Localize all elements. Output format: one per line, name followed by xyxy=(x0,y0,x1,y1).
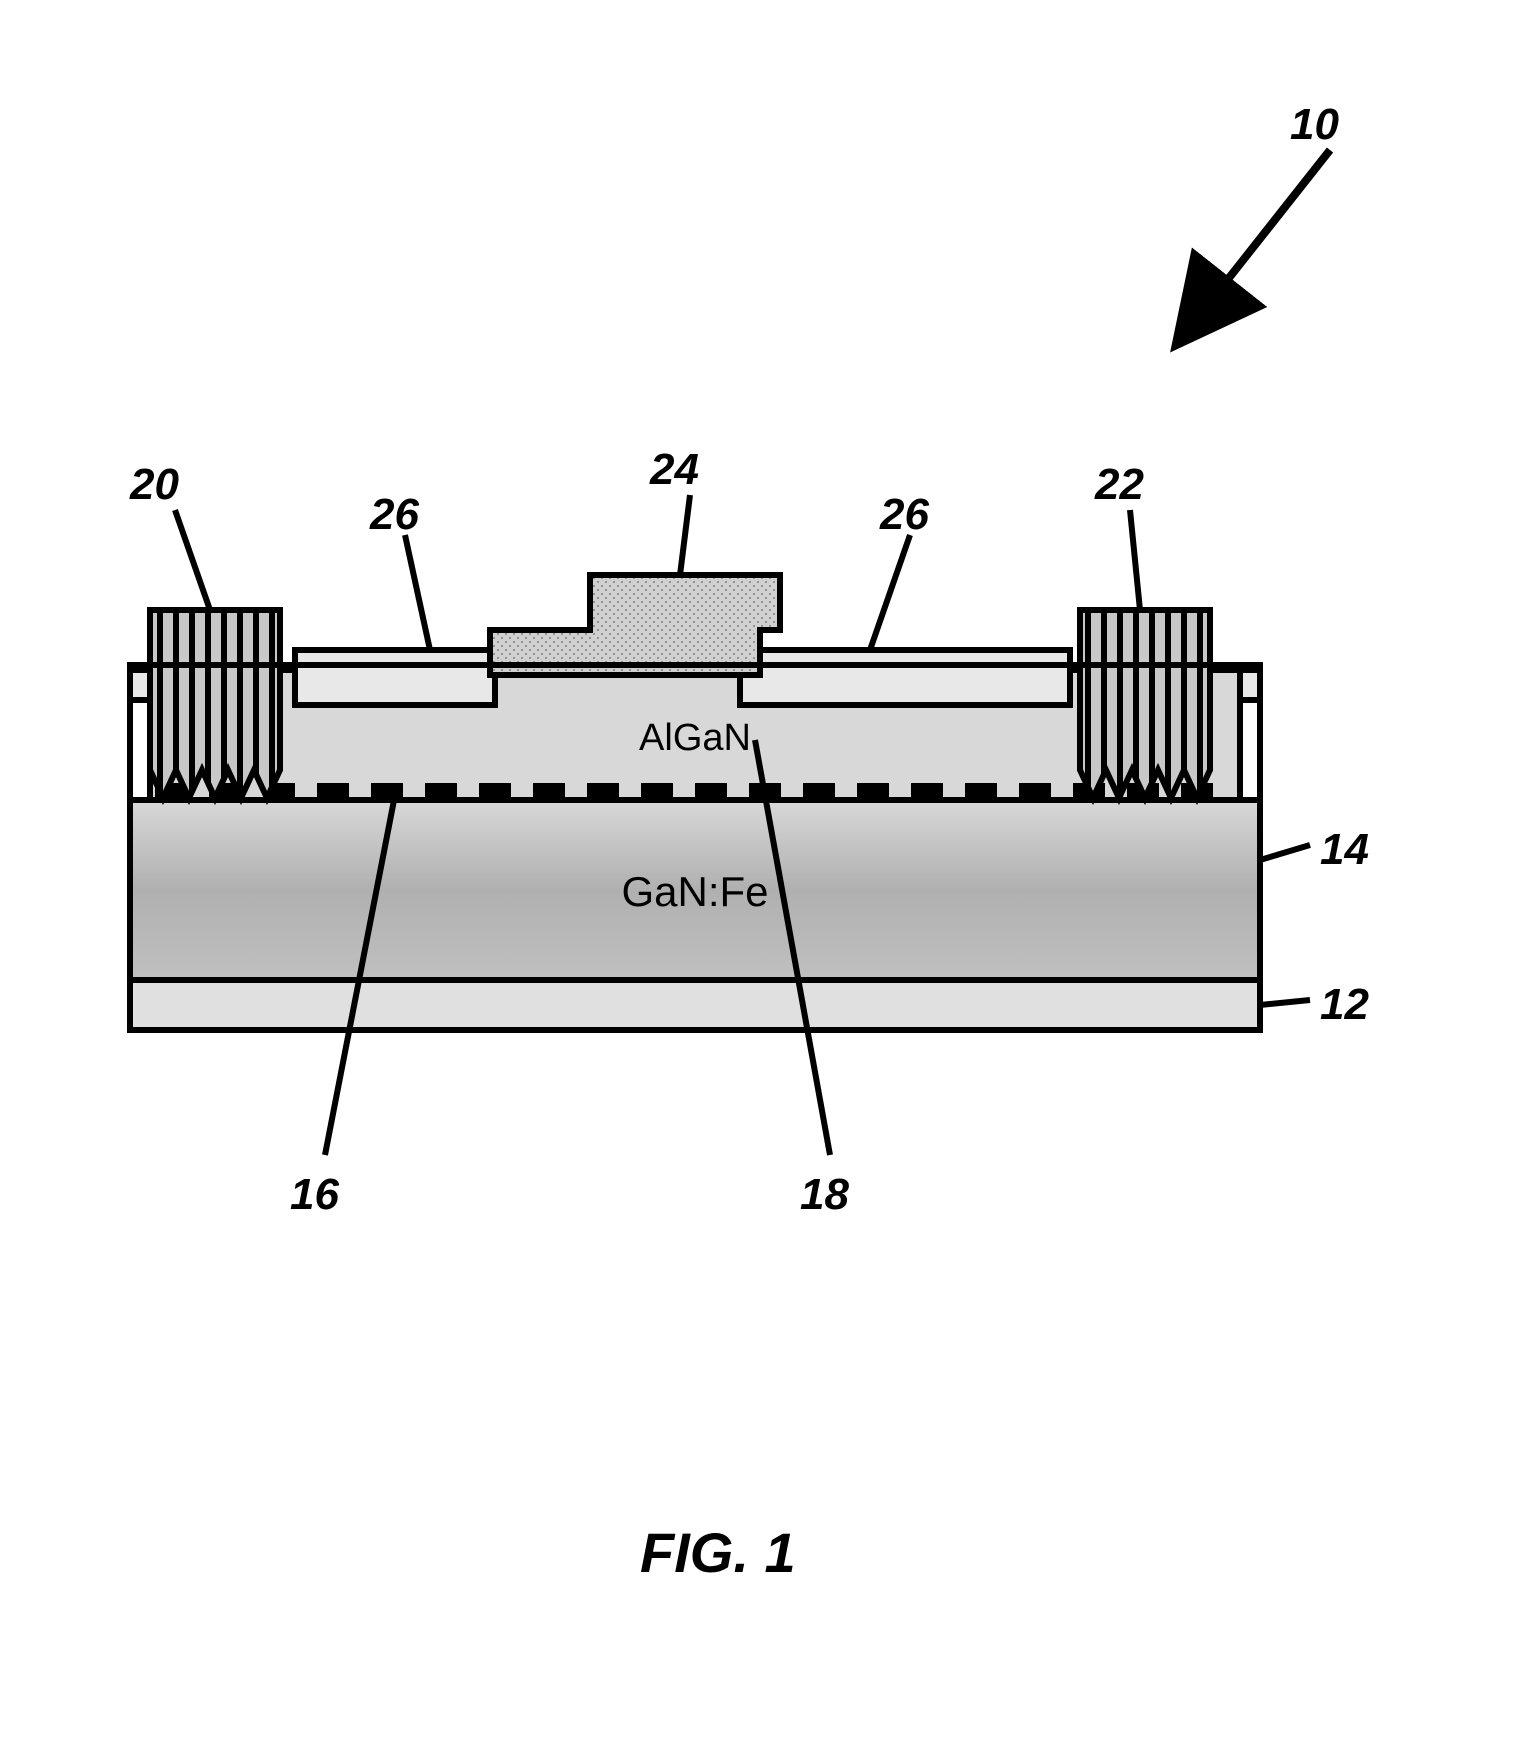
svg-text:AlGaN: AlGaN xyxy=(639,717,751,759)
ref-label-12: 12 xyxy=(1320,980,1369,1030)
figure-title: FIG. 1 xyxy=(640,1520,796,1585)
svg-text:GaN:Fe: GaN:Fe xyxy=(621,868,768,915)
ref-label-16: 16 xyxy=(290,1170,339,1220)
ref-label-24: 24 xyxy=(650,445,699,495)
ref-label-18: 18 xyxy=(800,1170,849,1220)
ref-label-22: 22 xyxy=(1095,460,1144,510)
ref-label-26: 26 xyxy=(880,490,929,540)
ref-label-26: 26 xyxy=(370,490,419,540)
ref-label-20: 20 xyxy=(130,460,179,510)
ref-label-14: 14 xyxy=(1320,825,1369,875)
ref-label-10: 10 xyxy=(1290,100,1339,150)
device-cross-section: GaN:Fe AlGaN xyxy=(0,0,1538,1745)
diagram-container: GaN:Fe AlGaN 20 26 24 26 22 14 12 16 18 10 FIG. 1 xyxy=(0,0,1538,1745)
